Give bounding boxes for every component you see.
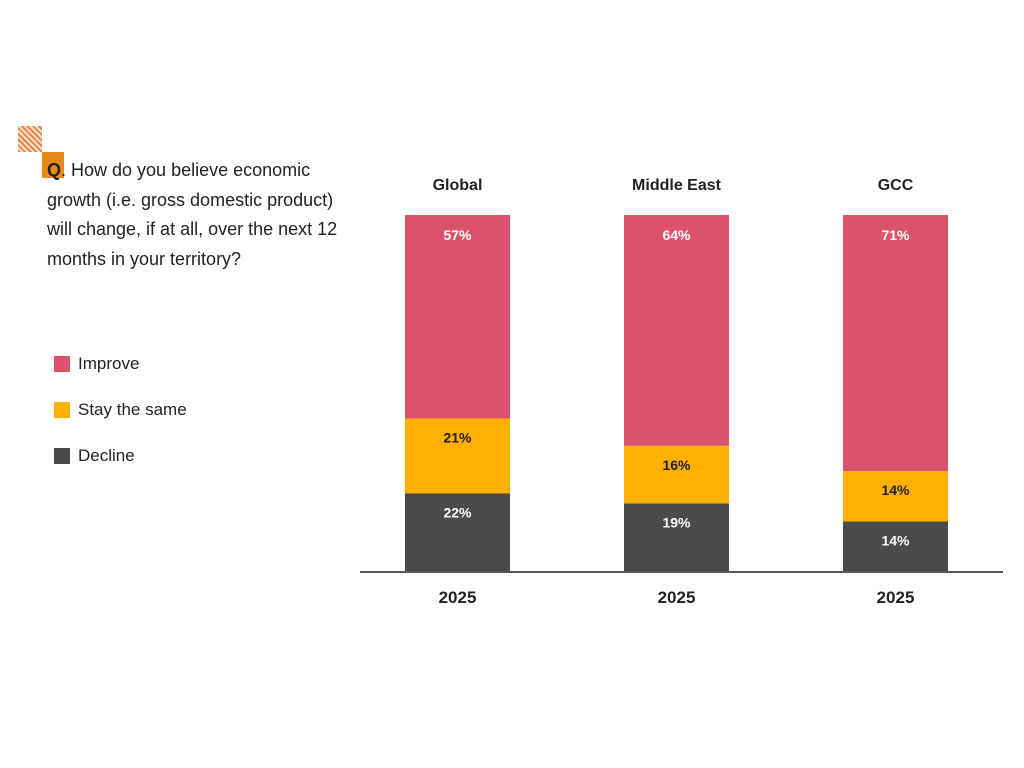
data-label: 19% bbox=[662, 514, 691, 530]
legend-label: Decline bbox=[78, 445, 135, 465]
bar-segment-decline bbox=[405, 493, 510, 572]
bar-segment-improve bbox=[405, 215, 510, 419]
question-marker bbox=[42, 152, 64, 178]
legend-swatch bbox=[54, 355, 70, 372]
legend-item-stay: Stay the same bbox=[54, 398, 187, 421]
data-label: 14% bbox=[881, 533, 910, 549]
question-prefix: Q bbox=[47, 160, 62, 180]
data-label: 71% bbox=[881, 227, 910, 243]
legend-swatch bbox=[54, 401, 70, 418]
legend-item-decline: Decline bbox=[54, 444, 187, 467]
legend-item-improve: Improve bbox=[54, 352, 187, 375]
data-label: 57% bbox=[443, 227, 472, 243]
bar-segment-stay-the-same bbox=[624, 445, 729, 504]
legend-swatch bbox=[54, 447, 70, 464]
question-body: . How do you believe economic growth (i.… bbox=[47, 160, 338, 269]
bar-segment-stay-the-same bbox=[843, 471, 948, 522]
bar-segment-improve bbox=[843, 215, 948, 472]
bar-segment-improve bbox=[624, 215, 729, 446]
question-text: Q. How do you believe economic growth (i… bbox=[47, 156, 357, 274]
bar-segment-decline bbox=[624, 503, 729, 572]
legend-label: Stay the same bbox=[78, 399, 187, 419]
x-tick-label: 2025 bbox=[439, 588, 477, 607]
decorative-hatch-icon bbox=[18, 126, 42, 152]
data-label: 14% bbox=[881, 482, 910, 498]
data-label: 22% bbox=[443, 504, 472, 520]
bar-segment-stay-the-same bbox=[405, 418, 510, 494]
category-title: Middle East bbox=[632, 177, 722, 194]
x-tick-label: 2025 bbox=[658, 588, 696, 607]
category-title: Global bbox=[433, 177, 483, 194]
legend: Improve Stay the same Decline bbox=[54, 352, 187, 490]
x-tick-label: 2025 bbox=[877, 588, 915, 607]
bar-segment-decline bbox=[843, 521, 948, 572]
legend-label: Improve bbox=[78, 353, 140, 373]
data-label: 16% bbox=[662, 457, 691, 473]
data-label: 21% bbox=[443, 429, 472, 445]
category-title: GCC bbox=[878, 177, 914, 194]
data-label: 64% bbox=[662, 227, 691, 243]
